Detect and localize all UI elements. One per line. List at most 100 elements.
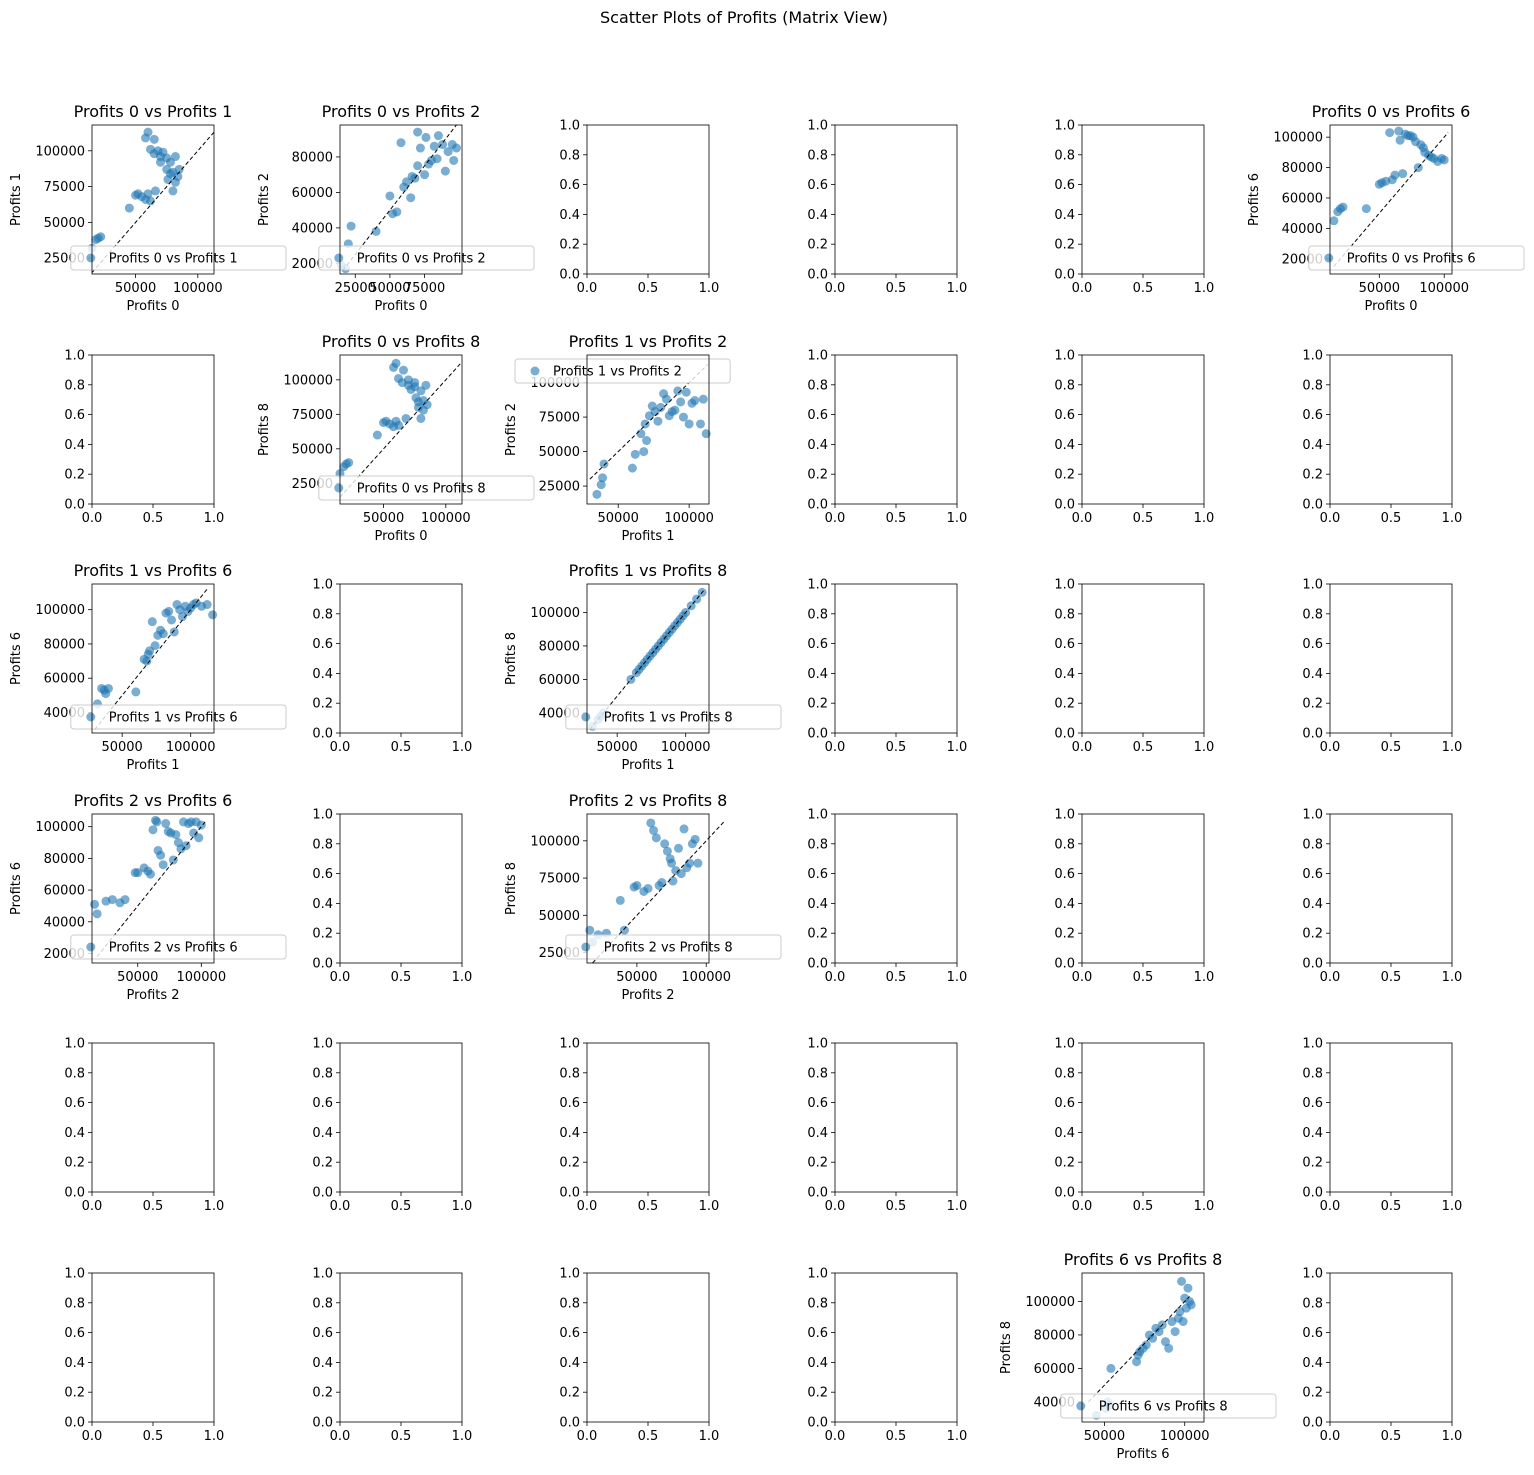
scatter-point	[640, 419, 650, 429]
y-tick-label: 0.0	[559, 1416, 580, 1431]
scatter-point	[142, 656, 152, 666]
x-tick-label: 1.0	[1442, 511, 1463, 526]
axes-frame	[339, 1042, 463, 1193]
x-tick-label: 0.0	[82, 511, 103, 526]
x-tick-label: 1.0	[699, 1199, 720, 1214]
scatter-point	[421, 132, 431, 142]
axes-frame	[834, 583, 958, 734]
y-tick-label: 100000	[35, 144, 85, 159]
y-tick-label: 0.2	[559, 1156, 580, 1171]
y-tick-label: 75000	[44, 180, 85, 195]
y-tick-label: 0.6	[559, 178, 580, 193]
x-axis-label: Profits 1	[126, 758, 179, 773]
scatter-point	[131, 687, 141, 697]
x-tick-label: 50000	[596, 740, 637, 755]
y-axis-label: Profits 8	[504, 862, 519, 915]
legend-frame	[565, 934, 782, 960]
y-tick-label: 60000	[1282, 191, 1323, 206]
legend-marker	[1324, 253, 1334, 263]
x-tick-label: 0.5	[391, 970, 412, 985]
y-tick-label: 0.8	[807, 837, 828, 852]
legend: Profits 6 vs Profits 8	[1060, 1393, 1277, 1419]
y-tick-label: 60000	[44, 884, 85, 899]
scatter-point	[670, 405, 680, 415]
subplot-1-0: 0.0 0.5 1.0 0.0 0.2 0.4 0.6 0.8 1.0	[64, 349, 224, 527]
y-tick-label: 0.8	[1302, 607, 1323, 622]
axes-frame	[339, 813, 463, 964]
axes-frame	[586, 354, 710, 505]
scatter-series	[87, 127, 184, 253]
y-tick-label: 0.2	[1054, 697, 1075, 712]
y-axis-label: Profits 6	[9, 632, 24, 685]
y-tick-label: 0.4	[312, 1126, 333, 1141]
y-tick-label: 0.6	[1054, 867, 1075, 882]
scatter-point	[615, 895, 625, 905]
y-tick-label: 100000	[35, 820, 85, 835]
scatter-point	[674, 843, 683, 853]
x-tick-label: 0.0	[1320, 970, 1341, 985]
y-tick-label: 0.0	[1054, 1186, 1075, 1201]
scatter-point	[169, 627, 179, 637]
y-tick-label: 1.0	[1302, 578, 1323, 593]
scatter-point	[1177, 1276, 1187, 1286]
x-tick-label: 1.0	[1194, 970, 1215, 985]
scatter-point	[619, 925, 629, 935]
x-axis-label: Profits 6	[1116, 1447, 1169, 1462]
scatter-point	[636, 429, 646, 439]
x-tick-label: 0.5	[143, 511, 164, 526]
axes-frame	[586, 813, 710, 964]
y-tick-label: 100000	[35, 603, 85, 618]
y-tick-label: 0.2	[1302, 927, 1323, 942]
scatter-series	[1329, 126, 1449, 226]
subplot-2-5: 0.0 0.5 1.0 0.0 0.2 0.4 0.6 0.8 1.0	[1302, 578, 1462, 756]
y-tick-label: 0.6	[1302, 867, 1323, 882]
y-tick-label: 0.6	[807, 178, 828, 193]
scatter-point	[661, 394, 671, 404]
scatter-point	[1154, 1327, 1164, 1337]
x-tick-label: 50000	[1084, 1429, 1125, 1444]
scatter-point	[143, 127, 153, 137]
y-tick-label: 0.8	[1054, 378, 1075, 393]
x-tick-label: 50000	[598, 511, 639, 526]
scatter-point	[124, 203, 134, 213]
scatter-point	[392, 207, 402, 217]
axes-frame	[586, 1272, 710, 1423]
legend-frame	[318, 475, 535, 501]
legend-label: Profits 1 vs Profits 8	[604, 711, 733, 726]
y-tick-label: 0.8	[312, 607, 333, 622]
scatter-point	[449, 155, 459, 165]
x-tick-label: 1.0	[204, 1429, 225, 1444]
subplot-1-3: 0.0 0.5 1.0 0.0 0.2 0.4 0.6 0.8 1.0	[807, 349, 967, 527]
y-tick-label: 0.2	[1054, 238, 1075, 253]
axes-frame	[1081, 583, 1205, 734]
y-tick-label: 0.8	[1054, 1066, 1075, 1081]
y-tick-label: 60000	[539, 673, 580, 688]
y-tick-label: 0.0	[312, 1416, 333, 1431]
subplot-4-2: 0.0 0.5 1.0 0.0 0.2 0.4 0.6 0.8 1.0	[559, 1037, 719, 1215]
scatter-point	[174, 164, 184, 174]
x-tick-label: 1.0	[452, 1429, 473, 1444]
legend-marker	[86, 712, 96, 722]
y-tick-label: 80000	[1034, 1328, 1075, 1343]
scatter-point	[107, 895, 117, 905]
x-tick-label: 0.5	[1381, 1429, 1402, 1444]
scatter-point	[684, 419, 694, 429]
subplot-3-5: 0.0 0.5 1.0 0.0 0.2 0.4 0.6 0.8 1.0	[1302, 808, 1462, 986]
x-tick-label: 100000	[166, 740, 216, 755]
axes-frame	[834, 1042, 958, 1193]
y-tick-label: 0.8	[312, 1066, 333, 1081]
y-tick-label: 0.8	[64, 378, 85, 393]
y-tick-label: 1.0	[807, 1037, 828, 1052]
y-tick-label: 0.6	[64, 1096, 85, 1111]
y-axis-label: Profits 8	[999, 1321, 1014, 1374]
scatter-point	[693, 858, 703, 868]
x-tick-label: 1.0	[699, 281, 720, 296]
x-tick-label: 100000	[664, 511, 714, 526]
scatter-point	[429, 141, 439, 151]
scatter-point	[1398, 169, 1408, 179]
subplot-1-5: 0.0 0.5 1.0 0.0 0.2 0.4 0.6 0.8 1.0	[1302, 349, 1462, 527]
scatter-point	[1148, 1333, 1158, 1343]
legend-marker	[530, 366, 540, 376]
x-tick-label: 0.5	[1381, 1199, 1402, 1214]
scatter-point	[690, 834, 700, 844]
